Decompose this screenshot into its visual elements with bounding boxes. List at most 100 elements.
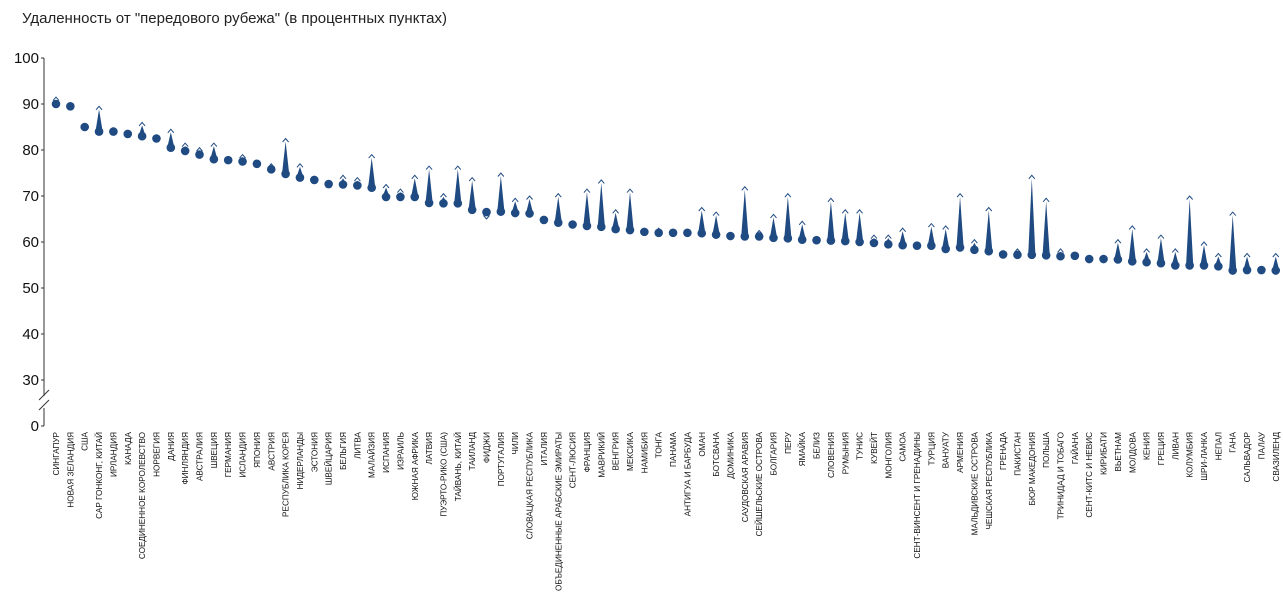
value-dot (1228, 266, 1237, 275)
data-point-group (568, 220, 577, 229)
arrowhead (1186, 195, 1194, 200)
x-tick-label: ВАНУАТУ (942, 431, 951, 468)
data-point-group (912, 241, 922, 250)
x-tick-label: СЕНТ-ВИНСЕНТ И ГРЕНАДИНЫ (913, 432, 922, 559)
x-tick-label: САУДОВСКАЯ АРАВИЯ (741, 432, 750, 522)
data-point-group (496, 172, 506, 216)
arrowhead (583, 188, 591, 193)
data-point-group (353, 176, 362, 190)
arrowhead (382, 183, 390, 189)
arrowhead (554, 192, 562, 198)
value-dot (683, 228, 692, 238)
x-tick-label: ЮЖНАЯ АФРИКА (411, 431, 420, 500)
arrowhead (712, 211, 720, 216)
x-tick-label: БОЛГАРИЯ (770, 432, 779, 476)
value-dot (625, 225, 635, 235)
value-dot (80, 122, 89, 132)
y-tick-label: 60 (22, 234, 39, 251)
arrowhead (784, 192, 792, 198)
data-point-group (683, 228, 692, 238)
data-point-group (769, 213, 778, 243)
data-point-group (927, 222, 936, 250)
data-point-group (998, 250, 1008, 259)
value-dot (1056, 251, 1065, 261)
data-point-group (80, 122, 89, 132)
data-point-group (266, 163, 276, 174)
data-point-group (1214, 252, 1223, 271)
improvement-wedge (612, 212, 620, 230)
data-point-group (180, 142, 190, 156)
x-tick-label: ГЕРМАНИЯ (224, 432, 233, 477)
value-dot (195, 150, 204, 159)
x-tick-label: ПАНАМА (669, 431, 678, 467)
data-point-group (884, 234, 893, 249)
x-tick-label: БЕЛИЗ (813, 432, 822, 459)
x-tick-label: ПАЛАУ (1257, 431, 1266, 459)
data-point-group (424, 165, 434, 208)
improvement-wedge (1042, 201, 1050, 256)
arrowhead (1057, 248, 1064, 253)
improvement-wedge (468, 180, 476, 210)
value-dot (453, 199, 463, 208)
data-point-group (1084, 254, 1094, 264)
value-dot (424, 198, 434, 208)
x-tick-label: СЕНТ-КИТС И НЕВИС (1085, 432, 1094, 518)
y-tick-label: 30 (22, 372, 39, 389)
improvement-wedge (1200, 245, 1208, 266)
value-dot (525, 209, 534, 218)
improvement-wedge (1229, 215, 1237, 271)
data-point-group (510, 197, 520, 218)
arrowhead (1214, 252, 1222, 258)
data-point-group (941, 225, 950, 254)
value-dot (1156, 258, 1166, 268)
data-point-group (51, 96, 61, 109)
y-tick-label: 100 (14, 50, 39, 67)
x-tick-label: ФИДЖИ (483, 432, 492, 463)
improvement-wedge (554, 196, 562, 223)
x-tick-label: АВСТРАЛИЯ (196, 432, 205, 481)
x-tick-label: ИСЛАНДИЯ (239, 432, 248, 478)
x-tick-label: КЕНИЯ (1143, 432, 1152, 460)
arrowhead (497, 172, 505, 177)
value-dot (783, 234, 793, 243)
x-tick-label: БЕЛЬГИЯ (339, 432, 348, 470)
data-point-group (1257, 265, 1266, 275)
data-point-group (338, 174, 348, 189)
value-dot (467, 205, 477, 215)
value-dot (137, 131, 147, 141)
data-point-group (66, 102, 75, 111)
y-tick-label: 50 (22, 280, 39, 297)
value-dot (840, 236, 850, 246)
data-point-group (855, 209, 864, 247)
arrowhead (440, 192, 447, 198)
data-point-group (1242, 252, 1252, 275)
x-tick-label: ЭСТОНИЯ (310, 432, 319, 472)
x-tick-label: СОЕДИНЕННОЕ КОРОЛЕВСТВО (138, 432, 147, 559)
arrowhead (942, 225, 950, 230)
arrowhead (1128, 225, 1136, 230)
data-point-group (539, 215, 549, 225)
arrowhead (95, 105, 103, 111)
improvement-wedge (856, 212, 864, 242)
x-tick-label: США (81, 431, 90, 450)
value-dot (1142, 257, 1151, 267)
data-point-group (238, 153, 247, 166)
arrowhead (468, 176, 476, 182)
value-dot (295, 173, 305, 182)
x-tick-label: КИРИБАТИ (1100, 432, 1109, 475)
value-dot (496, 207, 506, 216)
arrowhead (1042, 197, 1050, 203)
improvement-wedge (425, 169, 433, 203)
x-tick-label: ЯПОНИЯ (253, 432, 262, 468)
x-tick-label: НОВАЯ ЗЕЛАНДИЯ (66, 432, 75, 508)
arrowhead (770, 213, 777, 219)
x-tick-label: ДОМИНИКА (726, 431, 735, 478)
data-point-group (797, 220, 807, 244)
data-point-group (281, 137, 290, 179)
arrowhead (167, 128, 175, 134)
x-tick-label: ШРИ-ЛАНКА (1200, 431, 1209, 480)
arrowhead (282, 137, 289, 143)
improvement-wedge (1186, 199, 1194, 266)
improvement-wedge (1128, 228, 1136, 262)
